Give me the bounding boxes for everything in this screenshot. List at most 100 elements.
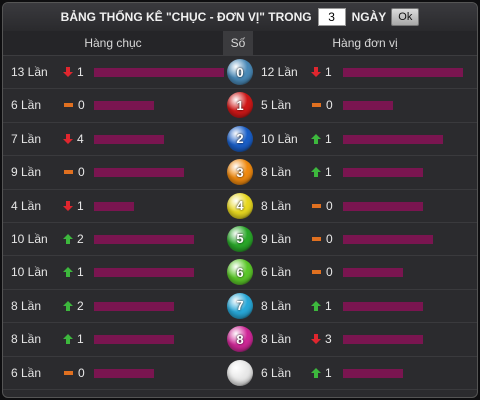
units-bar (343, 168, 423, 178)
tens-trend: 2 (63, 290, 84, 322)
tens-bar (94, 268, 194, 278)
number-ball: 0 (227, 59, 253, 85)
units-trend: 0 (311, 190, 333, 222)
column-headers: Hàng chục Số Hàng đơn vị (3, 31, 477, 56)
arrow-up-icon (311, 367, 321, 378)
tens-bar (94, 301, 174, 311)
arrow-up-icon (63, 233, 73, 244)
tens-bar (94, 134, 164, 144)
arrow-down-icon (311, 67, 321, 77)
units-count: 8 Lần (261, 298, 292, 313)
dash-icon (64, 370, 73, 375)
arrow-down-icon (63, 133, 73, 144)
stats-row: 4 Lần 1 8 Lần 0 4 (3, 190, 477, 223)
units-column-header: Hàng đơn vị (332, 36, 398, 50)
panel-header: BẢNG THỐNG KÊ "CHỤC - ĐƠN VỊ" TRONG NGÀY… (3, 3, 477, 31)
tens-count: 10 Lần (11, 265, 48, 280)
units-delta: 1 (325, 298, 332, 313)
units-bar (343, 68, 463, 77)
dash-icon (312, 236, 321, 241)
number-ball: 6 (227, 259, 253, 286)
stats-row: 10 Lần 1 6 Lần 0 6 (3, 256, 477, 290)
units-trend: 0 (311, 256, 333, 288)
number-ball: 2 (227, 125, 253, 152)
units-bar (343, 201, 423, 211)
number-ball: 1 (227, 92, 253, 119)
units-bar (343, 234, 433, 244)
stats-row: 7 Lần 4 10 Lần 1 2 (3, 123, 477, 157)
tens-count: 4 Lần (11, 198, 42, 213)
units-delta: 1 (325, 365, 332, 380)
units-trend: 1 (311, 123, 332, 155)
units-count: 9 Lần (261, 231, 292, 246)
tens-bar (94, 368, 154, 378)
ok-button[interactable]: Ok (391, 8, 420, 26)
tens-trend: 4 (63, 123, 84, 155)
stats-row: 6 Lần 0 5 Lần 0 1 (3, 89, 477, 123)
arrow-down-icon (63, 200, 73, 211)
tens-bar (94, 68, 224, 77)
units-trend: 0 (311, 223, 333, 255)
tens-delta: 4 (77, 131, 84, 146)
units-count: 8 Lần (261, 198, 292, 213)
arrow-down-icon (311, 334, 321, 345)
tens-delta: 2 (77, 231, 84, 246)
units-bar (343, 268, 403, 278)
stats-row: 9 Lần 0 8 Lần 1 3 (3, 156, 477, 190)
stats-row: 10 Lần 2 9 Lần 0 5 (3, 223, 477, 257)
units-count: 6 Lần (261, 365, 292, 380)
units-count: 8 Lần (261, 165, 292, 180)
units-delta: 1 (325, 65, 332, 79)
units-bar (343, 101, 393, 111)
tens-delta: 0 (78, 98, 85, 113)
units-delta: 0 (326, 265, 333, 280)
units-trend: 1 (311, 357, 332, 389)
tens-trend: 2 (63, 223, 84, 255)
units-delta: 0 (326, 98, 333, 113)
number-column-header: Số (223, 31, 253, 55)
arrow-up-icon (63, 267, 73, 278)
tens-delta: 2 (77, 298, 84, 313)
tens-trend: 0 (63, 357, 85, 389)
units-count: 6 Lần (261, 265, 292, 280)
units-trend: 1 (311, 156, 332, 188)
arrow-up-icon (63, 300, 73, 311)
stats-row: 6 Lần 0 6 Lần 1 (3, 357, 477, 390)
arrow-up-icon (311, 133, 321, 144)
units-bar (343, 134, 443, 144)
tens-delta: 1 (77, 198, 84, 213)
dash-icon (64, 170, 73, 175)
tens-count: 8 Lần (11, 298, 42, 313)
units-count: 8 Lần (261, 332, 292, 347)
tens-trend: 0 (63, 156, 85, 188)
number-ball: 8 (227, 326, 253, 353)
arrow-down-icon (63, 67, 73, 77)
units-count: 10 Lần (261, 131, 298, 146)
arrow-up-icon (311, 167, 321, 178)
tens-count: 8 Lần (11, 332, 42, 347)
stats-row: 13 Lần 1 12 Lần 1 0 (3, 56, 477, 90)
tens-delta: 1 (77, 332, 84, 347)
tens-delta: 0 (78, 365, 85, 380)
units-bar (343, 335, 423, 345)
units-trend: 1 (311, 290, 332, 322)
tens-trend: 1 (63, 190, 84, 222)
tens-bar (94, 168, 184, 178)
stats-row: 8 Lần 1 8 Lần 3 8 (3, 323, 477, 357)
days-input[interactable] (317, 8, 346, 26)
tens-bar (94, 101, 154, 111)
units-count: 5 Lần (261, 98, 292, 113)
arrow-up-icon (311, 300, 321, 311)
units-bar (343, 368, 403, 378)
tens-delta: 1 (77, 65, 84, 79)
tens-count: 6 Lần (11, 365, 42, 380)
tens-delta: 0 (78, 165, 85, 180)
tens-delta: 1 (77, 265, 84, 280)
tens-count: 7 Lần (11, 131, 42, 146)
days-label: NGÀY (351, 10, 387, 24)
number-ball: 3 (227, 159, 253, 186)
units-delta: 3 (325, 332, 332, 347)
header-title: BẢNG THỐNG KÊ "CHỤC - ĐƠN VỊ" TRONG (60, 10, 312, 24)
tens-bar (94, 201, 134, 211)
